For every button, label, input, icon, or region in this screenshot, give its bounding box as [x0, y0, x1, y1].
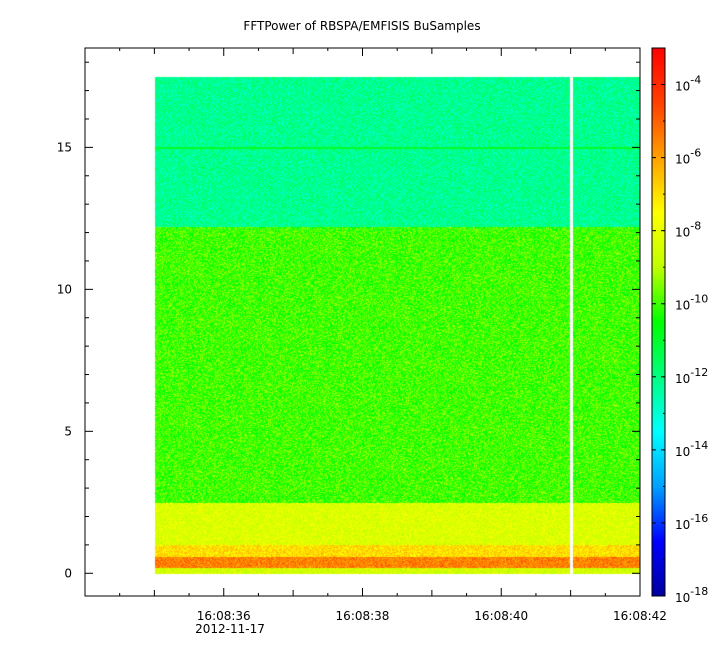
y-tick-label: 10 [57, 282, 72, 296]
colorbar-tick-label: 10-16 [675, 512, 708, 532]
x-axis: 16:08:36 16:08:38 16:08:40 16:08:42 [119, 48, 667, 623]
x-tick-label: 16:08:36 [197, 609, 251, 623]
spectrogram-heatmap [85, 48, 640, 596]
colorbar-frame [651, 47, 666, 597]
colorbar-gradient [652, 48, 665, 596]
colorbar-tick-label: 10-10 [675, 293, 708, 313]
x-tick-label: 16:08:38 [336, 609, 390, 623]
y-tick-label: 15 [57, 140, 72, 154]
colorbar-tick-label: 10-4 [675, 74, 701, 94]
colorbar-tick-label: 10-14 [675, 439, 708, 459]
colorbar-tick-label: 10-18 [675, 585, 708, 605]
colorbar-tick-label: 10-8 [675, 220, 701, 240]
x-tick-label: 16:08:42 [613, 609, 667, 623]
x-tick-label: 16:08:40 [474, 609, 528, 623]
y-axis: 0 5 10 15 [57, 61, 640, 580]
colorbar-tick-label: 10-12 [675, 366, 708, 386]
y-tick-label: 0 [64, 566, 72, 580]
chart-title: FFTPower of RBSPA/EMFISIS BuSamples [243, 19, 480, 33]
colorbar: 10-4 10-6 10-8 10-10 10-12 10-14 10-16 10-18 [651, 47, 708, 605]
y-tick-label: 5 [64, 424, 72, 438]
colorbar-tick-label: 10-6 [675, 147, 701, 167]
x-axis-date-label: 2012-11-17 [195, 622, 265, 636]
colorbar-ticks: 10-4 10-6 10-8 10-10 10-12 10-14 10-16 10-18 [652, 47, 708, 605]
plot-area [84, 47, 641, 597]
